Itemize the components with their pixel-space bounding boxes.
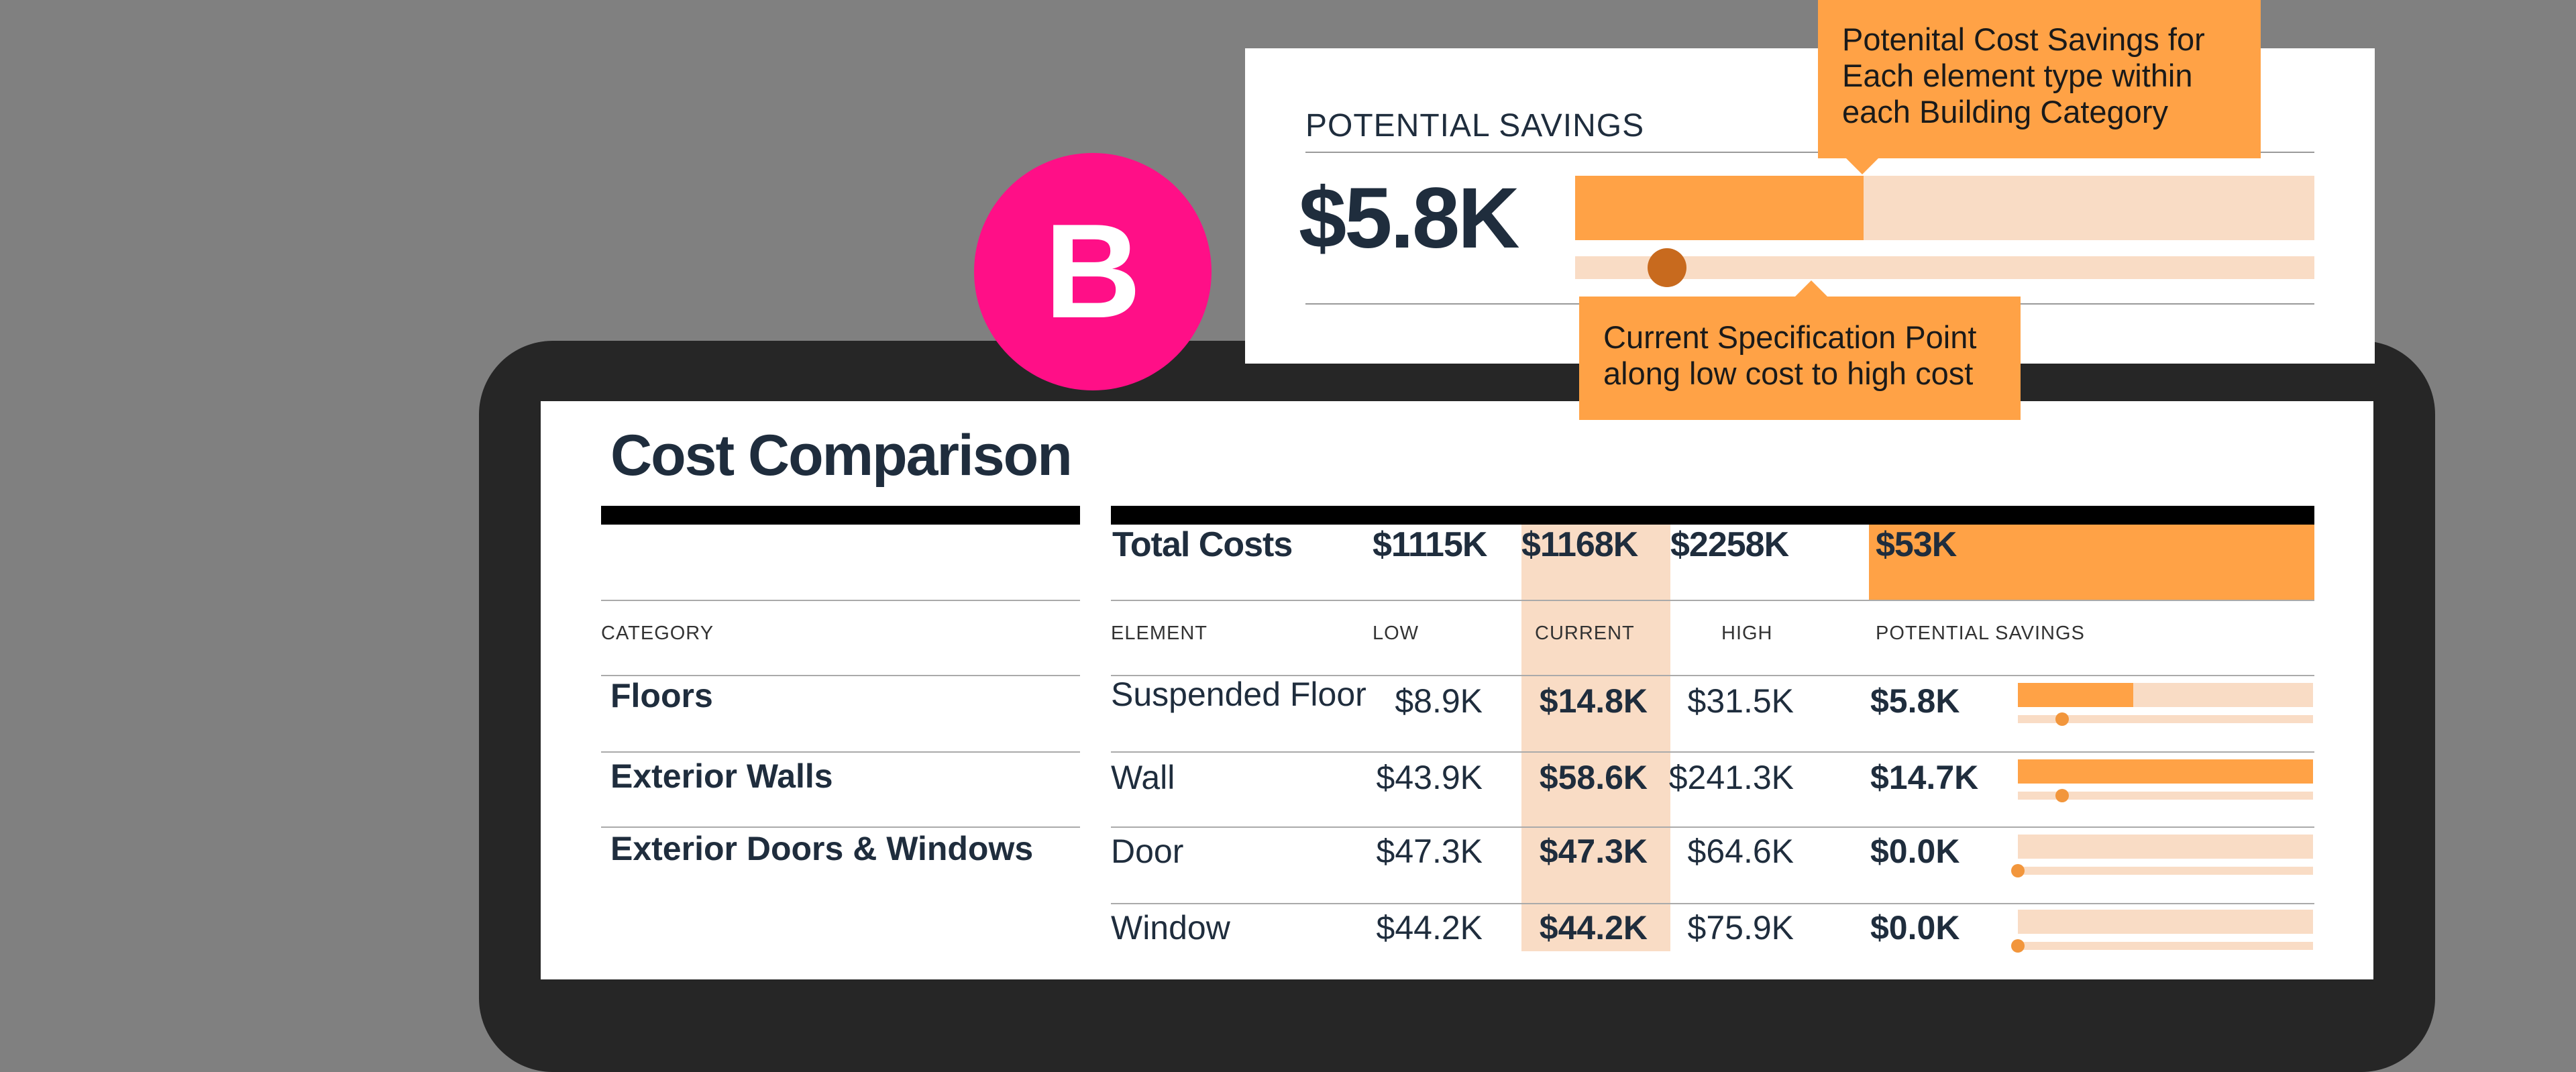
column-header-low: LOW <box>1373 623 1419 644</box>
row-savings: $0.0K <box>1870 833 1960 870</box>
category-exterior-walls: Exterior Walls <box>610 757 833 795</box>
row-divider <box>1111 600 2314 601</box>
column-header-category: CATEGORY <box>601 623 714 644</box>
spec-callout: Current Specification Point along low co… <box>1579 297 2021 420</box>
savings-callout-line: each Building Category <box>1842 94 2168 129</box>
row-savings-track <box>2018 910 2313 934</box>
row-spec-marker[interactable] <box>2011 939 2025 953</box>
savings-callout: Potenital Cost Savings for Each element … <box>1818 0 2261 158</box>
spec-point-marker[interactable] <box>1648 248 1686 287</box>
row-divider <box>1111 903 2314 904</box>
current-column-highlight <box>1521 525 1670 951</box>
row-low: $8.9K <box>1395 682 1483 720</box>
total-costs-label: Total Costs <box>1112 525 1293 564</box>
potential-savings-label: POTENTIAL SAVINGS <box>1305 108 1645 144</box>
row-savings-fill <box>2018 683 2133 707</box>
savings-callout-line: Each element type within <box>1842 58 2193 93</box>
category-floors: Floors <box>610 677 713 714</box>
category-exterior-doors-windows: Exterior Doors & Windows <box>610 830 1034 867</box>
row-savings-fill <box>2018 759 2313 784</box>
column-header-high: HIGH <box>1721 623 1773 644</box>
spec-point-track <box>1575 256 2314 279</box>
row-divider <box>601 675 1080 676</box>
row-savings: $14.7K <box>1870 759 1979 796</box>
column-header-potential-savings: POTENTIAL SAVINGS <box>1876 623 2085 644</box>
element-window: Window <box>1111 909 1230 947</box>
row-spec-track <box>2018 942 2313 950</box>
card-divider-top <box>1305 152 2314 153</box>
row-spec-track <box>2018 715 2313 723</box>
row-divider <box>1111 751 2314 753</box>
spec-callout-line: Current Specification Point <box>1603 319 1977 355</box>
row-divider <box>1111 675 2314 676</box>
row-high: $64.6K <box>1687 833 1794 870</box>
savings-bar-fill <box>1575 176 1864 240</box>
element-suspended-floor: Suspended Floor <box>1111 676 1366 713</box>
column-header-current: CURRENT <box>1535 623 1635 644</box>
savings-callout-line: Potenital Cost Savings for <box>1842 21 2205 57</box>
row-current: $47.3K <box>1539 833 1648 870</box>
row-low: $43.9K <box>1376 759 1483 796</box>
element-door: Door <box>1111 833 1184 870</box>
row-high: $241.3K <box>1668 759 1794 796</box>
row-savings: $0.0K <box>1870 909 1960 947</box>
row-current: $14.8K <box>1539 682 1648 720</box>
row-divider <box>1111 826 2314 828</box>
row-savings: $5.8K <box>1870 682 1960 720</box>
row-spec-track <box>2018 867 2313 875</box>
row-current: $58.6K <box>1539 759 1648 796</box>
row-low: $47.3K <box>1376 833 1483 870</box>
step-badge: B <box>974 153 1212 390</box>
row-high: $75.9K <box>1687 909 1794 947</box>
element-header-bar <box>1111 506 2314 525</box>
spec-callout-pointer <box>1795 280 1827 297</box>
potential-savings-value: $5.8K <box>1299 170 1520 266</box>
row-spec-marker[interactable] <box>2055 712 2069 726</box>
row-low: $44.2K <box>1376 909 1483 947</box>
total-high: $2258K <box>1670 525 1789 564</box>
page-title: Cost Comparison <box>610 423 1073 488</box>
row-high: $31.5K <box>1687 682 1794 720</box>
total-savings-highlight <box>1869 525 2314 601</box>
row-current: $44.2K <box>1539 909 1648 947</box>
spec-callout-line: along low cost to high cost <box>1603 356 1974 391</box>
element-wall: Wall <box>1111 759 1175 796</box>
row-spec-track <box>2018 792 2313 800</box>
total-current: $1168K <box>1521 525 1638 564</box>
row-savings-track <box>2018 835 2313 859</box>
row-divider <box>601 751 1080 753</box>
row-spec-marker[interactable] <box>2011 864 2025 877</box>
row-divider <box>601 600 1080 601</box>
category-header-bar <box>601 506 1080 525</box>
row-divider <box>601 826 1080 828</box>
row-spec-marker[interactable] <box>2055 789 2069 802</box>
savings-callout-pointer <box>1846 158 1878 174</box>
column-header-element: ELEMENT <box>1111 623 1208 644</box>
total-low: $1115K <box>1373 525 1487 564</box>
total-savings: $53K <box>1876 525 1957 564</box>
